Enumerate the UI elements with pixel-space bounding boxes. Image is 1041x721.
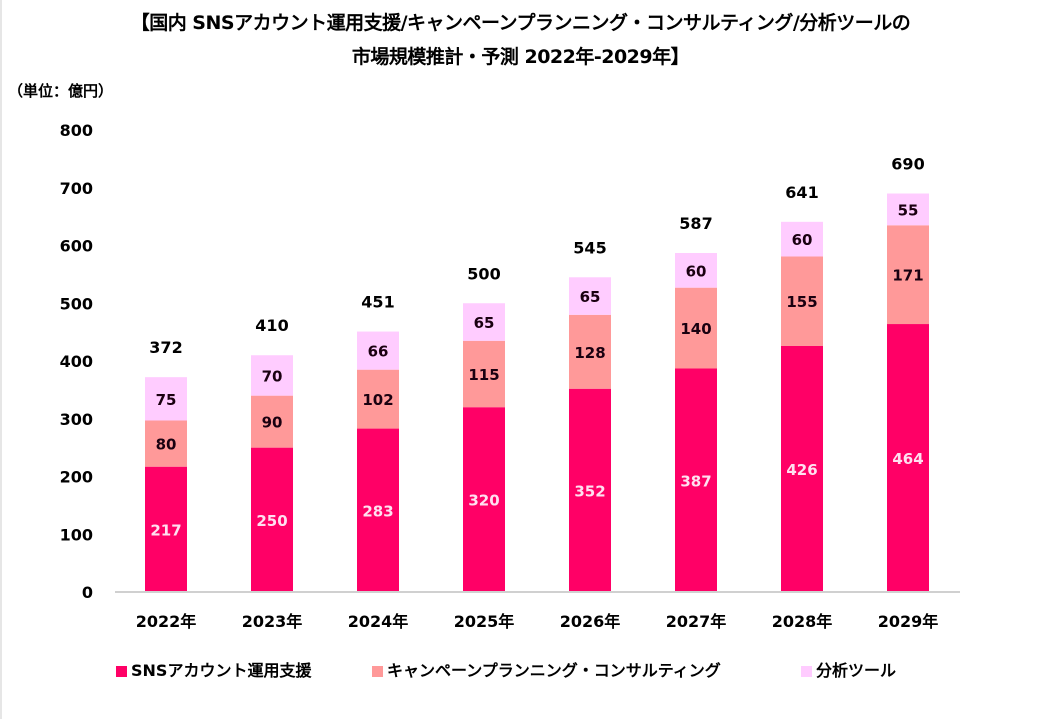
total-label: 451 bbox=[361, 293, 394, 312]
bar-segment-sns-account bbox=[357, 428, 399, 592]
data-label-analytics-tools: 65 bbox=[474, 314, 495, 332]
bar-segment-campaign-planning bbox=[145, 420, 187, 467]
data-label-analytics-tools: 75 bbox=[156, 391, 177, 409]
bar-segment-sns-account bbox=[675, 368, 717, 592]
bar-segment-sns-account bbox=[145, 466, 187, 592]
y-tick-label: 700 bbox=[60, 179, 93, 198]
bar-segment-sns-account bbox=[781, 345, 823, 592]
y-tick-label: 200 bbox=[60, 468, 93, 487]
data-label-campaign-planning: 140 bbox=[680, 320, 711, 338]
bar-segment-campaign-planning bbox=[463, 340, 505, 408]
data-label-analytics-tools: 60 bbox=[686, 262, 707, 280]
chart-title-line-2: 市場規模推計・予測 2022年-2029年】 bbox=[351, 46, 690, 68]
bar-group: 217 80 75 372 bbox=[145, 338, 187, 592]
data-label-campaign-planning: 155 bbox=[786, 293, 817, 311]
legend-label-analytics-tools: 分析ツール bbox=[816, 661, 897, 680]
total-label: 690 bbox=[891, 155, 924, 174]
bar-segment-analytics-tools bbox=[251, 355, 293, 396]
bar-group: 426 155 60 641 bbox=[781, 183, 823, 592]
data-label-analytics-tools: 65 bbox=[580, 288, 601, 306]
x-tick-label: 2024年 bbox=[348, 612, 409, 631]
bar-segment-sns-account bbox=[887, 324, 929, 592]
data-label-campaign-planning: 102 bbox=[362, 391, 393, 409]
bar-segment-campaign-planning bbox=[569, 314, 611, 389]
y-tick-label: 100 bbox=[60, 525, 93, 544]
data-label-sns-account: 464 bbox=[892, 450, 923, 468]
data-label-sns-account: 250 bbox=[256, 512, 287, 530]
y-tick-label: 600 bbox=[60, 237, 93, 256]
bar-segment-sns-account bbox=[569, 388, 611, 592]
x-axis-ticks: 2022年 2023年 2024年 2025年 2026年 2027年 2028年 2029年 bbox=[136, 612, 939, 631]
data-label-sns-account: 387 bbox=[680, 472, 711, 490]
bar-group: 464 171 55 690 bbox=[887, 155, 929, 592]
total-label: 641 bbox=[785, 183, 818, 202]
data-label-sns-account: 352 bbox=[574, 482, 605, 500]
legend-swatch-sns-account bbox=[116, 665, 127, 677]
data-label-analytics-tools: 60 bbox=[792, 231, 813, 249]
data-label-campaign-planning: 115 bbox=[468, 366, 499, 384]
legend-swatch-campaign-planning bbox=[372, 665, 383, 677]
x-tick-label: 2025年 bbox=[454, 612, 515, 631]
legend-item-campaign-planning: キャンペーンプランニング・コンサルティング bbox=[372, 657, 721, 681]
x-tick-label: 2022年 bbox=[136, 612, 197, 631]
total-label: 500 bbox=[467, 264, 500, 283]
y-tick-label: 500 bbox=[60, 294, 93, 313]
legend-label-sns-account: SNSアカウント運用支援 bbox=[131, 661, 312, 680]
x-tick-label: 2028年 bbox=[772, 612, 833, 631]
data-label-analytics-tools: 55 bbox=[898, 201, 919, 219]
bar-group: 352 128 65 545 bbox=[569, 238, 611, 592]
bar-group: 387 140 60 587 bbox=[675, 214, 717, 592]
bar-segment-campaign-planning bbox=[887, 225, 929, 325]
bar-segment-campaign-planning bbox=[357, 369, 399, 429]
x-tick-label: 2023年 bbox=[242, 612, 303, 631]
bar-segment-analytics-tools bbox=[569, 277, 611, 315]
data-label-campaign-planning: 80 bbox=[156, 436, 177, 454]
bar-group: 250 90 70 410 bbox=[251, 316, 293, 592]
total-label: 372 bbox=[149, 338, 182, 357]
bars: 217 80 75 372 250 90 70 410 283 102 66 451 320 115 65 5… bbox=[145, 155, 929, 592]
legend-item-analytics-tools: 分析ツール bbox=[801, 657, 896, 681]
legend-item-sns-account: SNSアカウント運用支援 bbox=[116, 657, 311, 681]
data-label-campaign-planning: 128 bbox=[574, 344, 605, 362]
data-label-campaign-planning: 90 bbox=[262, 414, 283, 432]
x-tick-label: 2029年 bbox=[878, 612, 939, 631]
legend-label-campaign-planning: キャンペーンプランニング・コンサルティング bbox=[387, 661, 721, 680]
y-tick-label: 0 bbox=[82, 583, 93, 602]
bar-segment-analytics-tools bbox=[675, 253, 717, 288]
bar-group: 320 115 65 500 bbox=[463, 264, 505, 592]
data-label-campaign-planning: 171 bbox=[892, 267, 923, 285]
chart-title-line-1: 【国内 SNSアカウント運用支援/キャンペーンプランニング・コンサルティング/分… bbox=[130, 12, 911, 34]
legend-swatch-analytics-tools bbox=[801, 665, 812, 677]
bar-segment-analytics-tools bbox=[463, 303, 505, 341]
y-tick-label: 800 bbox=[60, 121, 93, 140]
bar-segment-sns-account bbox=[463, 407, 505, 592]
data-label-sns-account: 320 bbox=[468, 492, 499, 510]
total-label: 410 bbox=[255, 316, 288, 335]
x-tick-label: 2027年 bbox=[666, 612, 727, 631]
data-label-sns-account: 217 bbox=[150, 521, 181, 539]
bar-segment-campaign-planning bbox=[251, 395, 293, 448]
bar-segment-analytics-tools bbox=[357, 331, 399, 370]
y-tick-label: 300 bbox=[60, 410, 93, 429]
legend: SNSアカウント運用支援 キャンペーンプランニング・コンサルティング 分析ツール bbox=[0, 657, 1041, 681]
total-label: 545 bbox=[573, 238, 606, 257]
bar-segment-analytics-tools bbox=[781, 221, 823, 257]
data-label-analytics-tools: 70 bbox=[262, 367, 283, 385]
bar-segment-campaign-planning bbox=[675, 287, 717, 369]
data-label-sns-account: 283 bbox=[362, 502, 393, 520]
unit-label: （単位：億円） bbox=[8, 82, 114, 100]
data-label-sns-account: 426 bbox=[786, 461, 817, 479]
total-label: 587 bbox=[679, 214, 712, 233]
bar-segment-analytics-tools bbox=[887, 193, 929, 226]
data-label-analytics-tools: 66 bbox=[368, 343, 389, 361]
bar-segment-sns-account bbox=[251, 447, 293, 592]
y-tick-label: 400 bbox=[60, 352, 93, 371]
bar-segment-campaign-planning bbox=[781, 256, 823, 346]
bar-segment-analytics-tools bbox=[145, 377, 187, 421]
bar-group: 283 102 66 451 bbox=[357, 293, 399, 592]
y-axis-ticks: 0 100 200 300 400 500 600 700 800 bbox=[60, 121, 93, 602]
x-tick-label: 2026年 bbox=[560, 612, 621, 631]
